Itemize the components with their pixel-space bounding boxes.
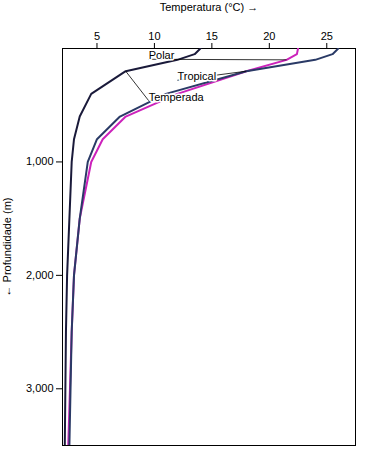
svg-text:15: 15 bbox=[206, 30, 218, 42]
svg-text:25: 25 bbox=[321, 30, 333, 42]
svg-text:Polar: Polar bbox=[149, 49, 175, 61]
svg-text:20: 20 bbox=[263, 30, 275, 42]
svg-text:1,000: 1,000 bbox=[26, 155, 54, 167]
svg-text:2,000: 2,000 bbox=[26, 269, 54, 281]
svg-text:← Profundidade (m): ← Profundidade (m) bbox=[1, 197, 13, 296]
svg-text:Tropical: Tropical bbox=[177, 70, 216, 82]
svg-text:10: 10 bbox=[148, 30, 160, 42]
svg-text:Temperada: Temperada bbox=[149, 91, 205, 103]
svg-text:Temperatura (°C) →: Temperatura (°C) → bbox=[160, 1, 259, 13]
svg-text:5: 5 bbox=[94, 30, 100, 42]
svg-text:3,000: 3,000 bbox=[26, 382, 54, 394]
